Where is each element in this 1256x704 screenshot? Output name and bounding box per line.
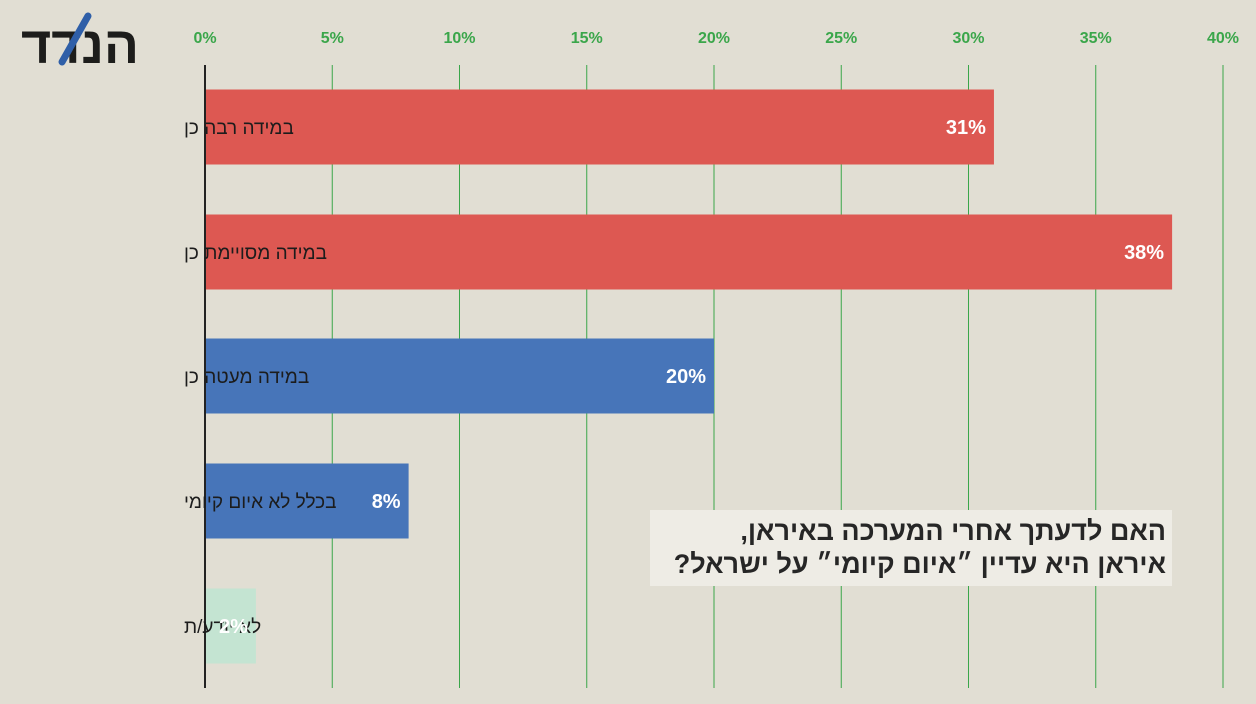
category-label: לא יודע/ת [184,617,261,638]
x-tick-label: 20% [698,30,730,47]
x-tick-label: 40% [1207,30,1239,47]
logo: הנדד [21,12,139,75]
question-box: האם לדעתך אחרי המערכה באיראן, איראן היא … [650,510,1172,586]
x-tick-label: 35% [1080,30,1112,47]
bar-value-label: 38% [1124,242,1164,264]
bar-value-label: 2% [219,616,248,638]
bar [205,214,1173,290]
category-label: במידה מסויימת כן [184,243,327,264]
bar [205,338,714,414]
x-tick-label: 10% [443,30,475,47]
bar [205,89,994,165]
x-tick-label: 0% [193,30,216,47]
bar [205,463,409,539]
question-line-1: האם לדעתך אחרי המערכה באיראן, [740,516,1166,546]
x-tick-label: 25% [825,30,857,47]
bars [205,89,1173,664]
category-label: במידה מעטה כן [184,367,309,388]
category-label: בכלל לא איום קיומי [184,492,337,513]
category-label: במידה רבה כן [184,118,294,139]
bar [205,588,256,664]
category-labels: במידה רבה כן במידה מסויימת כן במידה מעטה כ… [184,118,337,638]
bar-value-label: 8% [372,491,401,513]
x-tick-label: 5% [321,30,344,47]
bar-value-label: 31% [946,117,986,139]
x-tick-labels: 0% 5% 10% 15% 20% 25% 30% 35% 40% [193,30,1239,47]
logo-accent-stroke [58,12,92,66]
question-line-2: איראן היא עדיין ״איום קיומי״ על ישראל? [673,549,1166,579]
data-labels: 31% 38% 20% 8% 2% [219,117,1164,638]
bar-value-label: 20% [666,366,706,388]
x-tick-label: 15% [571,30,603,47]
x-tick-label: 30% [952,30,984,47]
